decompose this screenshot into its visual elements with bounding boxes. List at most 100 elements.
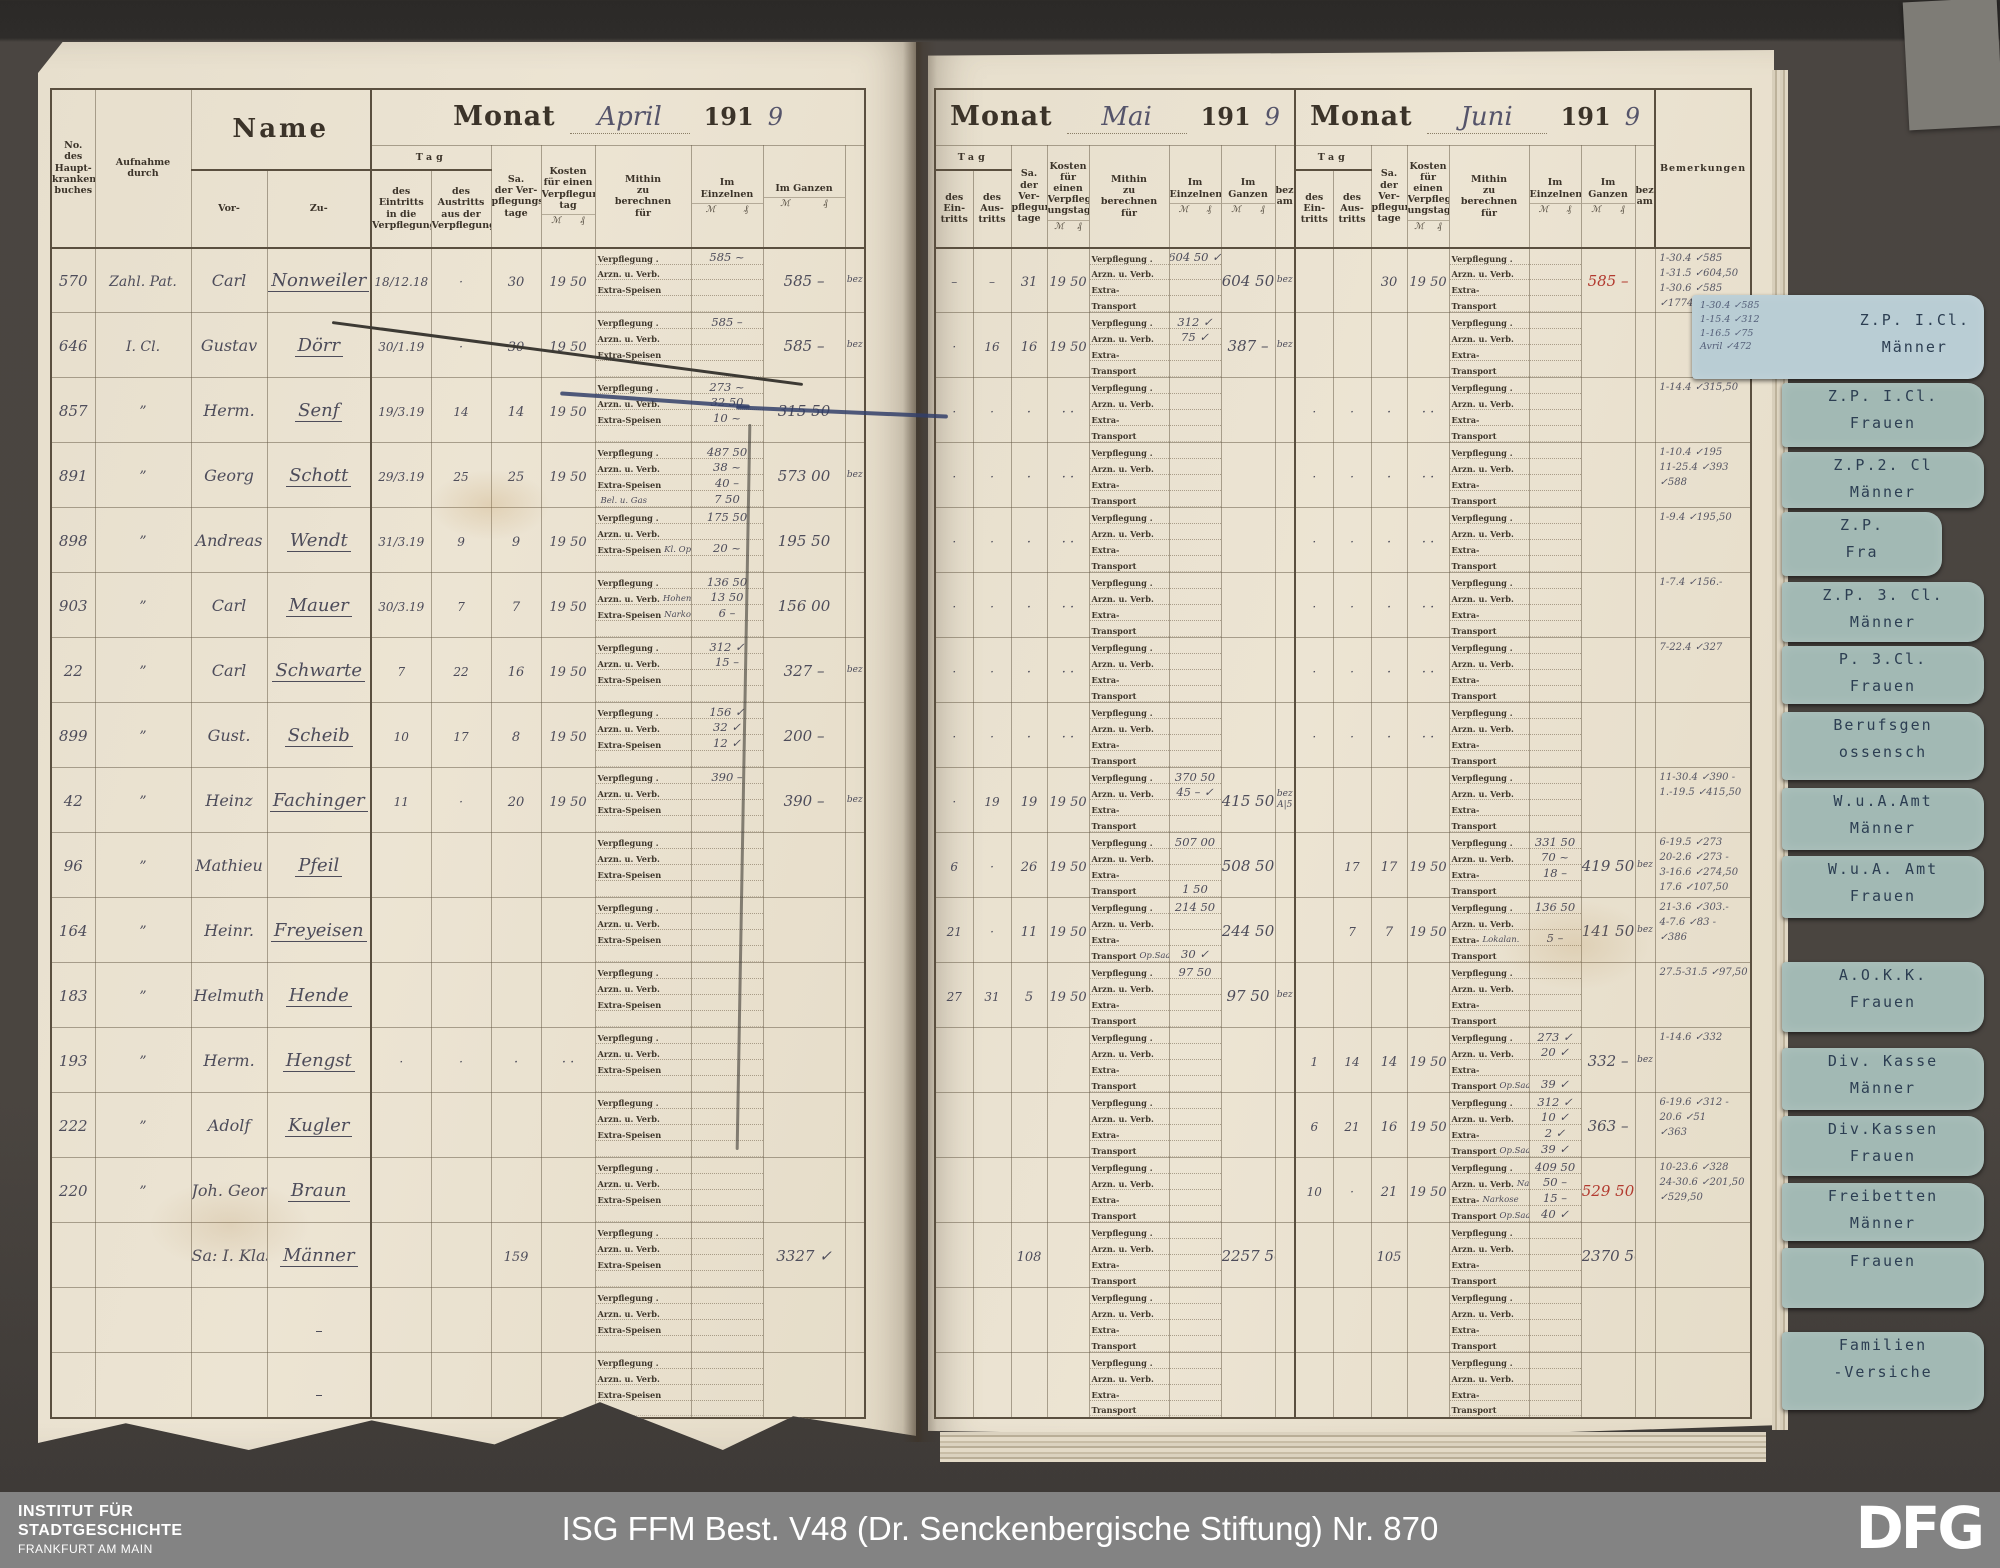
- cell-mai-kosten: · ·: [1046, 377, 1090, 444]
- cell-juni-einzelnen: [1528, 1222, 1582, 1289]
- cell-juni-eintritt: [1294, 897, 1334, 964]
- col-header-aufnahme-durch: Aufnahme durch: [94, 88, 192, 249]
- cell-aufnahme: [94, 1222, 192, 1289]
- cell-april-kosten: [540, 1222, 596, 1289]
- cell-mai-ganzen: [1220, 1287, 1276, 1354]
- cell-mai-eintritt: ·: [934, 637, 974, 704]
- cell-bemerkungen: 10-23.6 ✓328 24-30.6 ✓201,50 ✓529,50: [1654, 1157, 1752, 1224]
- cell-mai-austritt: [972, 1027, 1012, 1094]
- cell-bemerkungen: 1-7.4 ✓156.-: [1654, 572, 1752, 639]
- ledger-page-right: Monat Mai 191 9 Monat Juni 191 9 Bemerku…: [928, 50, 1774, 1438]
- cell-juni-einzelnen: [1528, 1287, 1582, 1354]
- col-header-eintritt-juni: des Ein- tritts: [1294, 169, 1334, 249]
- ledger-row: Verpflegung . Arzn. u. Verb. Extra- Tran…: [934, 1027, 1752, 1094]
- cell-bemerkungen: 27.5-31.5 ✓97,50: [1654, 962, 1752, 1029]
- cell-mai-einzelnen: [1168, 572, 1222, 639]
- ledger-row: · 19 19 19 50 Verpflegung . Arzn. u. Ver…: [934, 767, 1752, 834]
- cell-april-kosten: 19 50: [540, 702, 596, 769]
- ledger-row: · · · · · Verpflegung . Arzn. u. Verb. E…: [934, 572, 1752, 639]
- cell-vorname: Carl: [190, 247, 268, 314]
- cell-mai-kosten: 19 50: [1046, 832, 1090, 899]
- cell-juni-einzelnen: 312 ✓ 10 ✓ 2 ✓ 39 ✓: [1528, 1092, 1582, 1159]
- col-header-im-ganzen: Im Ganzen ℳ ₰: [762, 145, 846, 249]
- cell-juni-ganzen: [1580, 1287, 1636, 1354]
- cell-april-einzelnen: 312 ✓ 15 –: [690, 637, 764, 704]
- cell-juni-einzelnen: [1528, 962, 1582, 1029]
- cell-april-austritt: 17: [430, 702, 492, 769]
- col-header-bez-blank: [844, 145, 866, 249]
- cell-april-einzelnen: [690, 1157, 764, 1224]
- cell-april-eintritt: [370, 832, 432, 899]
- cell-bemerkungen: 1-9.4 ✓195,50: [1654, 507, 1752, 574]
- col-header-bez-am-mai: bez. am: [1274, 145, 1296, 249]
- cell-mai-ganzen: 97 50: [1220, 962, 1276, 1029]
- cell-mai-eintritt: 6: [934, 832, 974, 899]
- cell-juni-mithin: Verpflegung . Arzn. u. Verb. Extra- Lokal…: [1448, 897, 1530, 964]
- cell-april-austritt: 9: [430, 507, 492, 574]
- cell-juni-bez: [1634, 442, 1656, 509]
- cell-juni-bez: [1634, 767, 1656, 834]
- cell-juni-bez: [1634, 1222, 1656, 1289]
- ledger-row: · · · · · Verpflegung . Arzn. u. Verb. E…: [934, 702, 1752, 769]
- cell-mai-ganzen: [1220, 1092, 1276, 1159]
- cell-april-bez: [844, 1027, 866, 1094]
- cell-april-austritt: 7: [430, 572, 492, 639]
- cell-mai-mithin: Verpflegung . Arzn. u. Verb. Extra- Tran…: [1088, 247, 1170, 314]
- col-header-bemerkungen: Bemerkungen: [1654, 88, 1752, 249]
- cell-mai-kosten: · ·: [1046, 442, 1090, 509]
- cell-juni-einzelnen: [1528, 637, 1582, 704]
- cell-april-kosten: [540, 1352, 596, 1419]
- cell-mai-bez: [1274, 1287, 1296, 1354]
- cell-juni-ganzen: 2370 50: [1580, 1222, 1636, 1289]
- cell-mai-austritt: [972, 1287, 1012, 1354]
- cell-april-kosten: 19 50: [540, 377, 596, 444]
- cell-mai-eintritt: ·: [934, 767, 974, 834]
- cell-april-tage: 8: [490, 702, 542, 769]
- monat-print-label: Monat: [453, 101, 556, 133]
- cell-juni-mithin: Verpflegung . Arzn. u. Verb. Extra- Tran…: [1448, 1352, 1530, 1419]
- cell-mai-mithin: Verpflegung . Arzn. u. Verb. Extra- Tran…: [1088, 507, 1170, 574]
- cell-juni-austritt: [1332, 1287, 1372, 1354]
- cell-mai-ganzen: 415 50: [1220, 767, 1276, 834]
- cell-bemerkungen: 21-3.6 ✓303.- 4-7.6 ✓83 - ✓386: [1654, 897, 1752, 964]
- cell-juni-eintritt: ·: [1294, 702, 1334, 769]
- cell-vorname: Herm.: [190, 377, 268, 444]
- col-header-tag-juni: Tag: [1294, 145, 1372, 171]
- cell-mai-eintritt: ·: [934, 312, 974, 379]
- cell-mai-kosten: [1046, 1287, 1090, 1354]
- cell-juni-tage: ·: [1370, 702, 1408, 769]
- cell-mai-kosten: [1046, 1157, 1090, 1224]
- cell-april-kosten: [540, 1092, 596, 1159]
- cell-april-einzelnen: [690, 897, 764, 964]
- cell-mai-einzelnen: [1168, 1287, 1222, 1354]
- mai-juni-rows: – – 31 19 50 Verpflegung . Arzn. u. Verb…: [934, 247, 1752, 1419]
- cell-mai-austritt: ·: [972, 702, 1012, 769]
- cell-zuname: Fachinger: [266, 767, 372, 834]
- cell-mai-bez: [1274, 572, 1296, 639]
- cell-zuname: Scheib: [266, 702, 372, 769]
- cell-mai-kosten: · ·: [1046, 702, 1090, 769]
- cell-juni-ganzen: 141 50: [1580, 897, 1636, 964]
- cell-juni-tage: 16: [1370, 1092, 1408, 1159]
- col-header-sa-verpflegungstage: Sa. der Ver- pflegungs- tage: [490, 145, 542, 249]
- cell-juni-eintritt: [1294, 1287, 1334, 1354]
- cell-juni-bez: [1634, 1287, 1656, 1354]
- cell-april-eintritt: [370, 1092, 432, 1159]
- cell-juni-ganzen: [1580, 572, 1636, 639]
- cell-mai-eintritt: ·: [934, 572, 974, 639]
- cell-aufnahme: ”: [94, 1027, 192, 1094]
- top-corner-tab: [1902, 0, 2000, 131]
- cell-juni-austritt: [1332, 767, 1372, 834]
- cell-april-einzelnen: 390 –: [690, 767, 764, 834]
- cell-juni-kosten: [1406, 962, 1450, 1029]
- cell-juni-tage: 14: [1370, 1027, 1408, 1094]
- cell-april-bez: bez: [844, 767, 866, 834]
- cell-zuname: Kugler: [266, 1092, 372, 1159]
- cell-aufnahme: ”: [94, 832, 192, 899]
- cell-juni-mithin: Verpflegung . Arzn. u. Verb. Extra- Tran…: [1448, 702, 1530, 769]
- cell-juni-austritt: [1332, 1352, 1372, 1419]
- cell-juni-kosten: 19 50: [1406, 1027, 1450, 1094]
- ledger-row: Verpflegung . Arzn. u. Verb. Extra- Tran…: [934, 1092, 1752, 1159]
- cell-no: 646: [50, 312, 96, 379]
- cell-mai-eintritt: [934, 1287, 974, 1354]
